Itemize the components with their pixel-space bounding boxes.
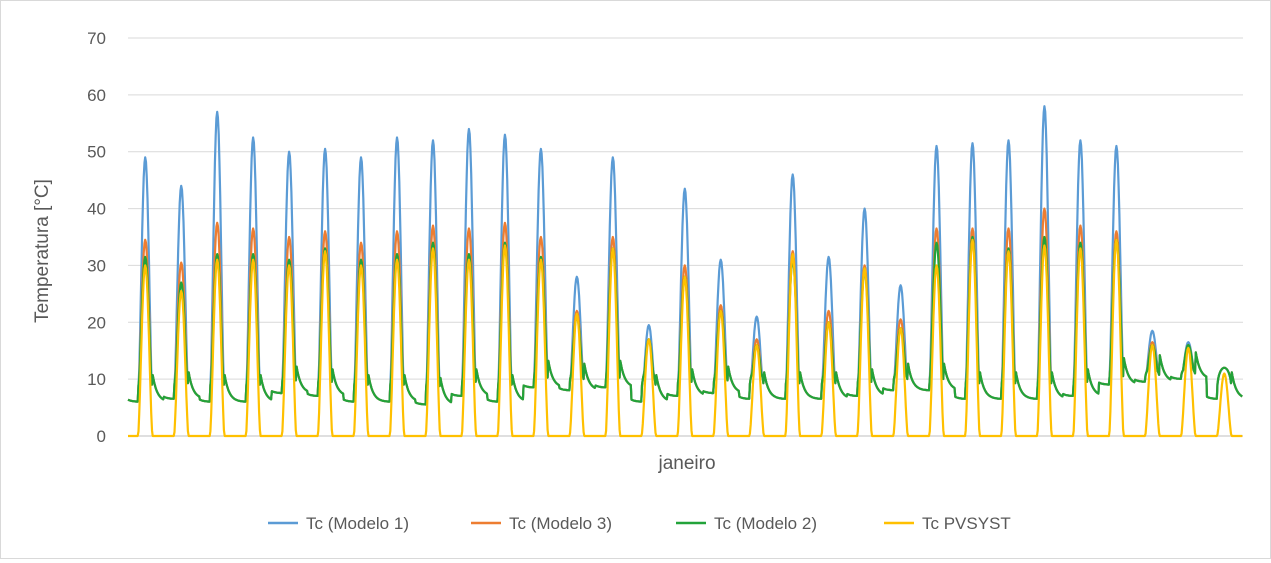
legend-label-pv: Tc PVSYST <box>922 514 1011 533</box>
y-tick-labels: 0 10 20 30 40 50 60 70 <box>87 29 106 446</box>
legend-label-m1: Tc (Modelo 1) <box>306 514 409 533</box>
y-tick-20: 20 <box>87 313 106 332</box>
y-tick-70: 70 <box>87 29 106 48</box>
series-line-pv <box>127 238 1243 438</box>
y-tick-60: 60 <box>87 86 106 105</box>
series-lines <box>127 105 1243 438</box>
y-tick-40: 40 <box>87 200 106 219</box>
legend: Tc (Modelo 1) Tc (Modelo 3) Tc (Modelo 2) T… <box>268 514 1011 533</box>
y-tick-50: 50 <box>87 143 106 162</box>
legend-label-m3: Tc (Modelo 3) <box>509 514 612 533</box>
y-tick-10: 10 <box>87 370 106 389</box>
y-axis-title: Temperatura [°C] <box>32 179 53 323</box>
x-axis-title: janeiro <box>657 453 715 474</box>
legend-label-m2: Tc (Modelo 2) <box>714 514 817 533</box>
y-tick-0: 0 <box>97 427 106 446</box>
y-tick-30: 30 <box>87 256 106 275</box>
